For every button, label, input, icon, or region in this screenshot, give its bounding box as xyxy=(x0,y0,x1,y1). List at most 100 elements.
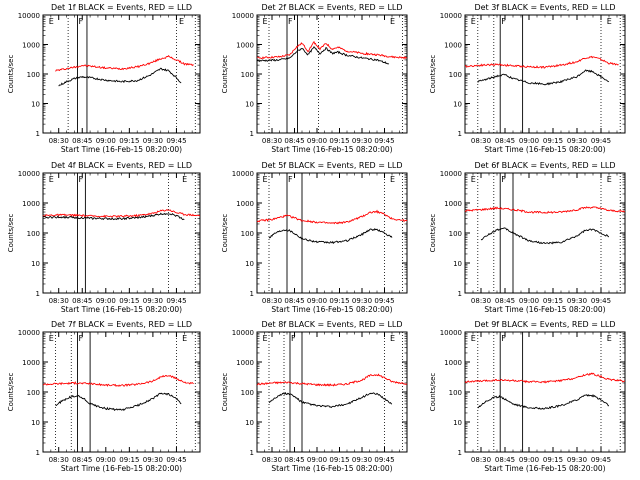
x-tick-label: 09:00 xyxy=(307,297,327,305)
y-tick-label: 10000 xyxy=(440,12,462,20)
chart-title: Det 4f BLACK = Events, RED = LLD xyxy=(51,161,192,170)
y-tick-label: 10 xyxy=(245,419,254,427)
event-marker-label: F xyxy=(501,175,506,184)
y-tick-label: 1000 xyxy=(236,359,254,367)
y-tick-label: 10 xyxy=(31,260,40,268)
y-tick-label: 1 xyxy=(458,290,462,298)
y-tick-label: 10000 xyxy=(440,329,462,337)
x-tick-label: 09:30 xyxy=(352,456,372,464)
x-tick-label: 08:45 xyxy=(284,297,304,305)
chart-panel: Det 5f BLACK = Events, RED = LLD 1 10 100 10… xyxy=(221,161,408,314)
y-tick-label: 1 xyxy=(458,130,462,138)
x-tick-label: 09:45 xyxy=(591,137,611,145)
event-marker-label: E xyxy=(390,334,395,343)
chart-title: Det 9f BLACK = Events, RED = LLD xyxy=(474,320,615,329)
events-series-line xyxy=(477,69,610,86)
x-tick-label: 09:30 xyxy=(567,297,587,305)
chart-title: Det 8f BLACK = Events, RED = LLD xyxy=(261,320,402,329)
events-series-line xyxy=(477,394,610,410)
y-tick-label: 1 xyxy=(250,449,254,457)
y-tick-label: 10000 xyxy=(440,170,462,178)
events-series-line xyxy=(55,392,182,412)
event-marker-label: E xyxy=(179,17,184,26)
y-tick-label: 10000 xyxy=(232,12,254,20)
x-tick-label: 09:15 xyxy=(119,297,139,305)
x-tick-label: 09:00 xyxy=(96,456,116,464)
event-marker-label: F xyxy=(291,334,296,343)
x-tick-label: 09:30 xyxy=(143,137,163,145)
y-tick-label: 1 xyxy=(250,130,254,138)
x-tick-label: 09:45 xyxy=(591,297,611,305)
lld-series-line xyxy=(256,373,408,387)
event-marker-label: E xyxy=(471,17,476,26)
x-tick-label: 09:15 xyxy=(543,456,563,464)
y-tick-label: 10 xyxy=(245,260,254,268)
y-tick-label: 10000 xyxy=(18,12,40,20)
x-tick-label: 09:00 xyxy=(96,137,116,145)
x-tick-label: 08:45 xyxy=(495,456,515,464)
y-tick-label: 1000 xyxy=(22,42,40,50)
events-series-line xyxy=(480,227,609,245)
x-tick-label: 09:45 xyxy=(374,137,394,145)
event-marker-label: F xyxy=(501,334,506,343)
x-tick-label: 08:45 xyxy=(72,137,92,145)
chart-title: Det 7f BLACK = Events, RED = LLD xyxy=(51,320,192,329)
chart-panel: Det 9f BLACK = Events, RED = LLD 1 10 100 10… xyxy=(429,320,626,473)
y-axis-label: Counts/sec xyxy=(429,373,437,412)
y-tick-label: 100 xyxy=(449,230,462,238)
x-axis-label: Start Time (16-Feb-15 08:20:00) xyxy=(61,305,182,314)
x-tick-label: 09:15 xyxy=(329,297,349,305)
event-marker-label: F xyxy=(288,175,293,184)
x-tick-label: 09:00 xyxy=(307,456,327,464)
events-series-line xyxy=(268,391,393,409)
x-axis-label: Start Time (16-Feb-15 08:20:00) xyxy=(484,464,605,473)
plot-frame xyxy=(464,14,626,134)
x-axis-label: Start Time (16-Feb-15 08:20:00) xyxy=(61,464,182,473)
chart-title: Det 6f BLACK = Events, RED = LLD xyxy=(474,161,615,170)
event-marker-label: E xyxy=(49,17,54,26)
x-tick-label: 09:45 xyxy=(374,456,394,464)
chart-panel: Det 1f BLACK = Events, RED = LLD 1 10 100 10… xyxy=(7,3,201,154)
event-marker-label: E xyxy=(607,334,612,343)
lld-series-line xyxy=(464,206,626,214)
x-axis-label: Start Time (16-Feb-15 08:20:00) xyxy=(271,305,392,314)
y-tick-label: 10 xyxy=(453,260,462,268)
x-tick-label: 09:45 xyxy=(166,456,186,464)
y-tick-label: 100 xyxy=(241,230,254,238)
x-tick-label: 08:30 xyxy=(471,456,491,464)
x-tick-label: 09:30 xyxy=(567,456,587,464)
x-tick-label: 09:15 xyxy=(329,456,349,464)
event-marker-label: E xyxy=(471,175,476,184)
x-tick-label: 08:30 xyxy=(49,297,69,305)
x-tick-label: 08:45 xyxy=(72,456,92,464)
y-tick-label: 100 xyxy=(27,389,40,397)
plot-frame xyxy=(42,172,201,294)
y-axis-label: Counts/sec xyxy=(221,214,229,253)
lld-series-line xyxy=(464,55,619,69)
y-tick-label: 100 xyxy=(27,230,40,238)
x-axis-label: Start Time (16-Feb-15 08:20:00) xyxy=(61,145,182,154)
y-tick-label: 1 xyxy=(36,290,40,298)
y-tick-label: 10 xyxy=(453,101,462,109)
chart-panel: Det 6f BLACK = Events, RED = LLD 1 10 100 10… xyxy=(429,161,626,314)
x-tick-label: 09:45 xyxy=(166,137,186,145)
x-axis-label: Start Time (16-Feb-15 08:20:00) xyxy=(484,305,605,314)
chart-panel: Det 2f BLACK = Events, RED = LLD 1 10 100 10… xyxy=(221,3,408,154)
y-tick-label: 10 xyxy=(31,419,40,427)
y-tick-label: 100 xyxy=(27,71,40,79)
y-axis-label: Counts/sec xyxy=(7,55,15,94)
chart-title: Det 5f BLACK = Events, RED = LLD xyxy=(261,161,402,170)
x-tick-label: 08:30 xyxy=(262,137,282,145)
event-marker-label: E xyxy=(607,175,612,184)
event-marker-label: E xyxy=(471,334,476,343)
y-tick-label: 1 xyxy=(458,449,462,457)
event-marker-label: E xyxy=(263,17,268,26)
lld-series-line xyxy=(43,374,194,387)
y-tick-label: 10000 xyxy=(18,170,40,178)
event-marker-label: E xyxy=(182,175,187,184)
y-tick-label: 10000 xyxy=(232,329,254,337)
event-marker-label: E xyxy=(390,17,395,26)
x-tick-label: 09:00 xyxy=(519,137,539,145)
y-axis-label: Counts/sec xyxy=(221,55,229,94)
chart-panel: Det 3f BLACK = Events, RED = LLD 1 10 100 10… xyxy=(429,3,626,154)
